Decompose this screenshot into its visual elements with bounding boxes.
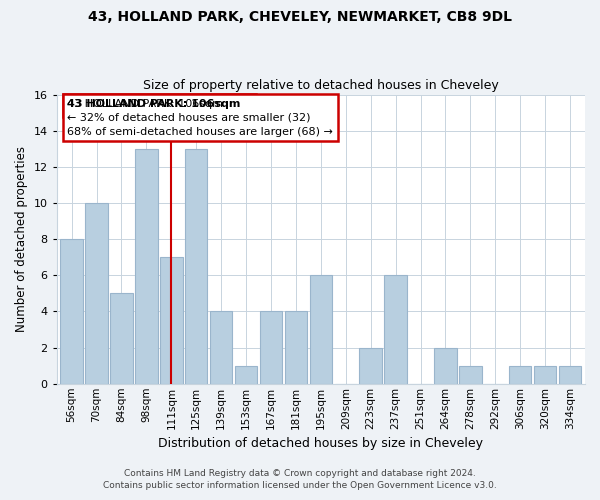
Bar — [385, 276, 407, 384]
Bar — [85, 203, 108, 384]
Bar — [185, 149, 208, 384]
Bar — [110, 294, 133, 384]
Bar — [559, 366, 581, 384]
Bar — [61, 239, 83, 384]
Bar — [459, 366, 482, 384]
Text: 43, HOLLAND PARK, CHEVELEY, NEWMARKET, CB8 9DL: 43, HOLLAND PARK, CHEVELEY, NEWMARKET, C… — [88, 10, 512, 24]
Bar — [359, 348, 382, 384]
Title: Size of property relative to detached houses in Cheveley: Size of property relative to detached ho… — [143, 79, 499, 92]
Text: 43 HOLLAND PARK: 106sqm: 43 HOLLAND PARK: 106sqm — [67, 99, 241, 137]
Bar — [210, 312, 232, 384]
Bar — [310, 276, 332, 384]
Bar — [509, 366, 532, 384]
Bar — [160, 257, 182, 384]
Bar — [235, 366, 257, 384]
Text: 43 HOLLAND PARK: 106sqm: 43 HOLLAND PARK: 106sqm — [67, 99, 251, 112]
Bar — [434, 348, 457, 384]
Bar — [135, 149, 158, 384]
Bar — [534, 366, 556, 384]
Text: Contains HM Land Registry data © Crown copyright and database right 2024.
Contai: Contains HM Land Registry data © Crown c… — [103, 468, 497, 490]
X-axis label: Distribution of detached houses by size in Cheveley: Distribution of detached houses by size … — [158, 437, 484, 450]
Y-axis label: Number of detached properties: Number of detached properties — [15, 146, 28, 332]
Text: 43 HOLLAND PARK: 106sqm
← 32% of detached houses are smaller (32)
68% of semi-de: 43 HOLLAND PARK: 106sqm ← 32% of detache… — [67, 99, 333, 137]
Bar — [260, 312, 282, 384]
Bar — [285, 312, 307, 384]
